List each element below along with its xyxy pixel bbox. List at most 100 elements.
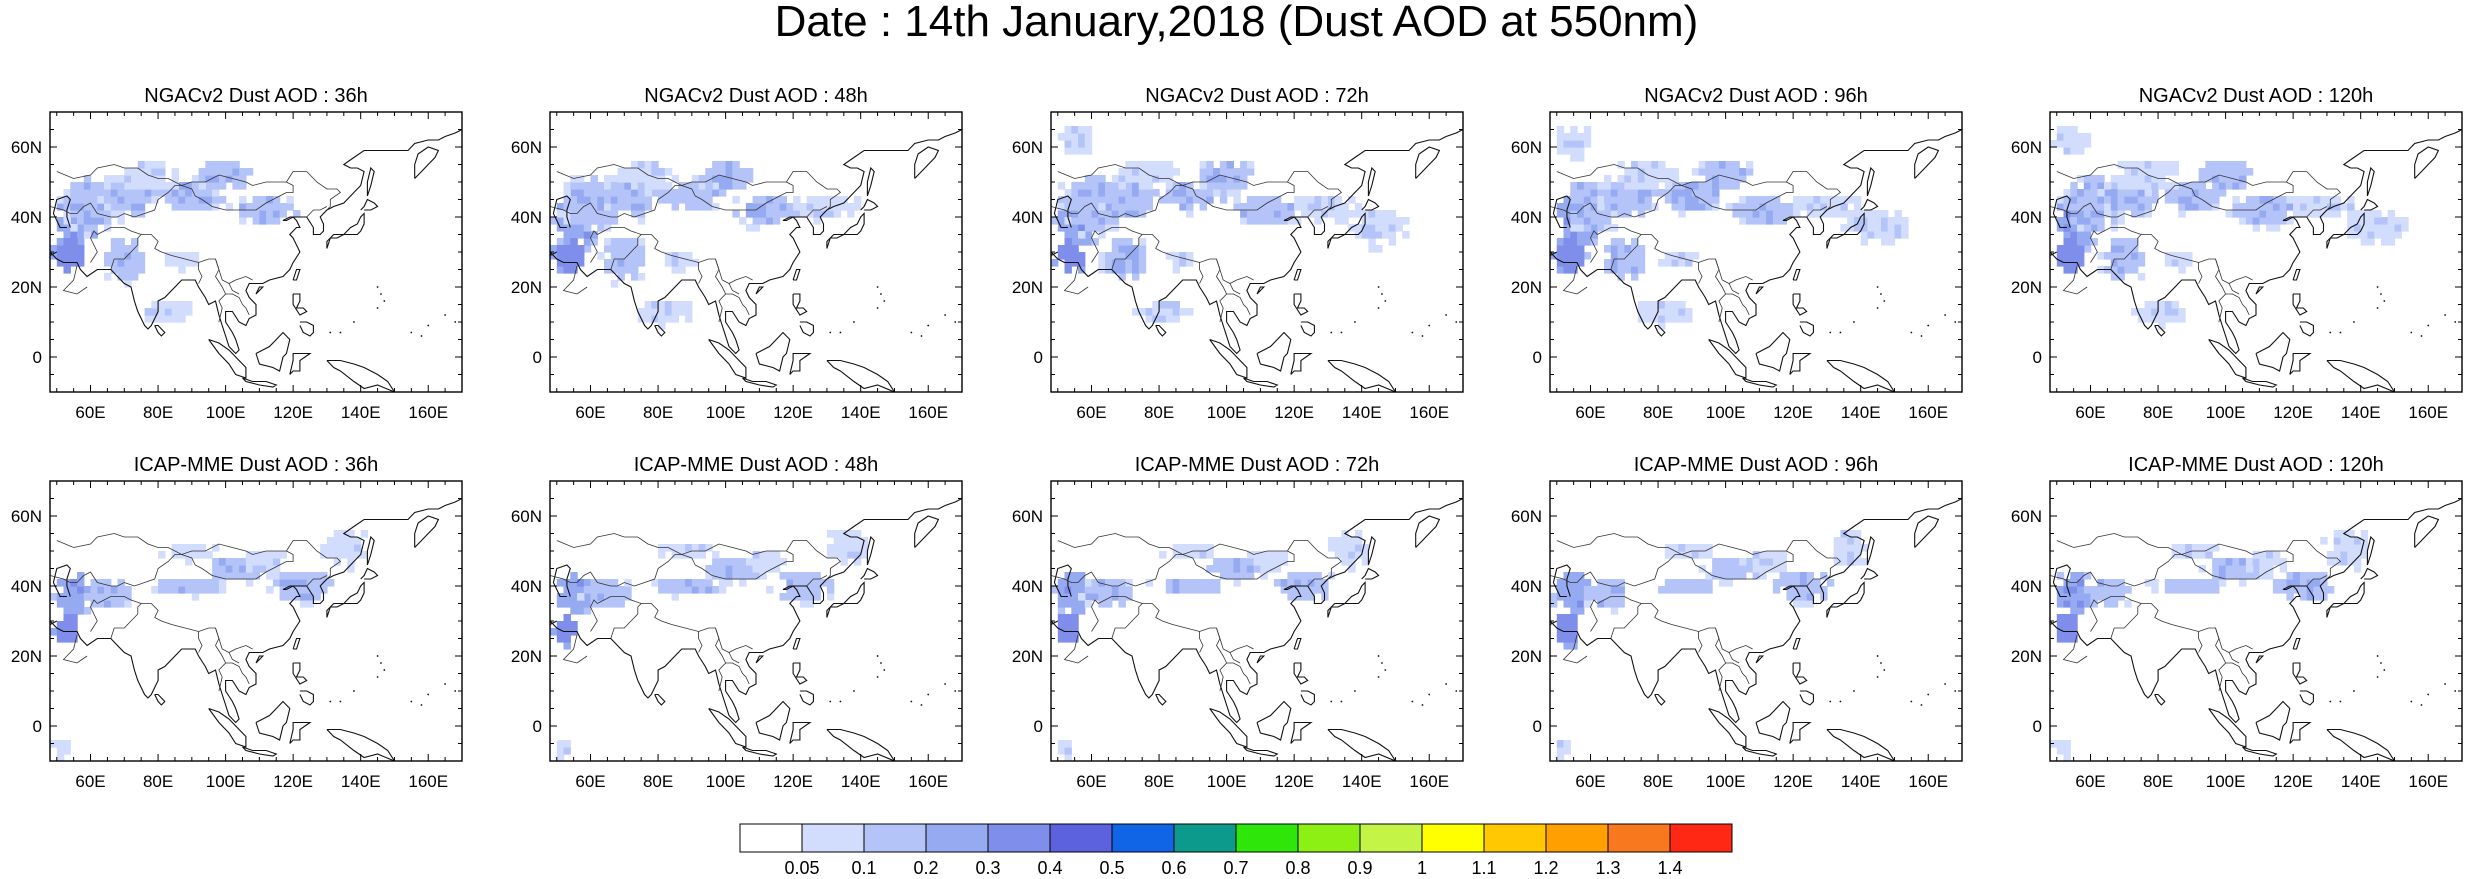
y-tick-label: 0	[33, 348, 42, 367]
y-tick-label: 60N	[511, 138, 542, 157]
x-tick-label: 80E	[2143, 403, 2173, 422]
x-tick-label: 160E	[908, 403, 948, 422]
colorbar-label: 0.4	[1037, 858, 1062, 874]
x-tick-label: 160E	[2408, 403, 2448, 422]
x-tick-label: 80E	[2143, 772, 2173, 791]
x-tick-label: 160E	[1409, 772, 1449, 791]
map-panel-9: ICAP-MME Dust AOD : 96h 60E 80E 100E 120E 140…	[1511, 454, 1963, 791]
y-tick-label: 60N	[1511, 507, 1542, 526]
x-tick-label: 140E	[341, 772, 381, 791]
colorbar-label: 1.1	[1471, 858, 1496, 874]
coastlines	[550, 129, 962, 392]
y-tick-label: 20N	[1012, 647, 1043, 666]
x-tick-label: 120E	[1773, 772, 1813, 791]
map-panel-1: NGACv2 Dust AOD : 36h 60E 80E 100E 120E 140E 1…	[11, 85, 463, 422]
dust-aod-field	[1550, 126, 1909, 330]
y-tick-label: 40N	[511, 577, 542, 596]
colorbar-swatch	[987, 823, 1051, 853]
panel-title: NGACv2 Dust AOD : 48h	[644, 85, 867, 107]
coastlines	[2050, 498, 2462, 761]
y-tick-label: 20N	[11, 647, 42, 666]
y-tick-label: 60N	[2011, 138, 2042, 157]
y-tick-label: 60N	[1012, 138, 1043, 157]
x-tick-label: 160E	[408, 772, 448, 791]
colorbar-swatch	[1483, 823, 1547, 853]
panel-title: ICAP-MME Dust AOD : 72h	[1135, 454, 1380, 476]
x-tick-label: 80E	[1643, 772, 1673, 791]
panel-title: NGACv2 Dust AOD : 96h	[1644, 85, 1867, 107]
colorbar-swatch	[1545, 823, 1609, 853]
x-tick-label: 120E	[2273, 772, 2313, 791]
coastlines	[550, 498, 962, 761]
dust-aod-field	[1051, 126, 1410, 323]
x-tick-label: 80E	[1144, 772, 1174, 791]
x-tick-label: 100E	[1207, 403, 1247, 422]
y-tick-label: 0	[2033, 717, 2042, 736]
colorbar-swatch	[1607, 823, 1671, 853]
colorbar-swatch	[925, 823, 989, 853]
colorbar-label: 1.2	[1533, 858, 1558, 874]
y-tick-label: 60N	[11, 138, 42, 157]
y-tick-label: 20N	[2011, 647, 2042, 666]
x-tick-label: 60E	[75, 403, 105, 422]
map-panel-10: ICAP-MME Dust AOD : 120h 60E 80E 100E 120E 14…	[2011, 454, 2463, 791]
x-tick-label: 160E	[1908, 403, 1948, 422]
dust-aod-field	[2050, 126, 2409, 330]
x-tick-label: 80E	[1643, 403, 1673, 422]
x-tick-label: 60E	[2075, 403, 2105, 422]
x-tick-label: 120E	[773, 772, 813, 791]
colorbar-label: 0.5	[1099, 858, 1124, 874]
colorbar-label: 1.3	[1595, 858, 1620, 874]
y-tick-label: 0	[533, 717, 542, 736]
y-tick-label: 60N	[11, 507, 42, 526]
x-tick-label: 160E	[1409, 403, 1449, 422]
x-tick-label: 100E	[1706, 772, 1746, 791]
y-tick-label: 0	[1533, 348, 1542, 367]
map-panel-7: ICAP-MME Dust AOD : 48h 60E 80E 100E 120E 140…	[511, 454, 963, 791]
x-tick-label: 120E	[773, 403, 813, 422]
dust-aod-field	[50, 161, 301, 323]
y-tick-label: 60N	[511, 507, 542, 526]
x-tick-label: 100E	[706, 403, 746, 422]
colorbar-swatch	[1111, 823, 1175, 853]
y-tick-label: 40N	[2011, 208, 2042, 227]
y-tick-label: 0	[533, 348, 542, 367]
y-tick-label: 0	[33, 717, 42, 736]
y-tick-label: 60N	[2011, 507, 2042, 526]
x-tick-label: 100E	[706, 772, 746, 791]
colorbar-label: 0.7	[1223, 858, 1248, 874]
y-tick-label: 0	[1034, 717, 1043, 736]
x-tick-label: 100E	[1706, 403, 1746, 422]
x-tick-label: 120E	[2273, 403, 2313, 422]
x-tick-label: 140E	[1841, 772, 1881, 791]
panel-title: ICAP-MME Dust AOD : 96h	[1634, 454, 1879, 476]
y-tick-label: 40N	[11, 577, 42, 596]
y-tick-label: 40N	[11, 208, 42, 227]
x-tick-label: 140E	[1342, 403, 1382, 422]
x-tick-label: 140E	[1841, 403, 1881, 422]
y-tick-label: 40N	[1511, 208, 1542, 227]
y-tick-label: 20N	[1511, 647, 1542, 666]
x-tick-label: 80E	[1144, 403, 1174, 422]
y-tick-label: 60N	[1511, 138, 1542, 157]
y-tick-label: 20N	[2011, 278, 2042, 297]
x-tick-label: 60E	[575, 772, 605, 791]
colorbar-label: 1.4	[1657, 858, 1682, 874]
x-tick-label: 120E	[1274, 403, 1314, 422]
x-tick-label: 100E	[2206, 403, 2246, 422]
x-tick-label: 140E	[2341, 772, 2381, 791]
x-tick-label: 120E	[273, 403, 313, 422]
y-tick-label: 0	[1533, 717, 1542, 736]
y-tick-label: 40N	[511, 208, 542, 227]
coastlines	[1051, 129, 1463, 392]
x-tick-label: 80E	[143, 772, 173, 791]
colorbar-swatch	[1359, 823, 1423, 853]
y-tick-label: 40N	[2011, 577, 2042, 596]
map-panel-4: NGACv2 Dust AOD : 96h 60E 80E 100E 120E 140E 1…	[1511, 85, 1963, 422]
colorbar-label: 0.9	[1347, 858, 1372, 874]
colorbar-swatch	[1235, 823, 1299, 853]
